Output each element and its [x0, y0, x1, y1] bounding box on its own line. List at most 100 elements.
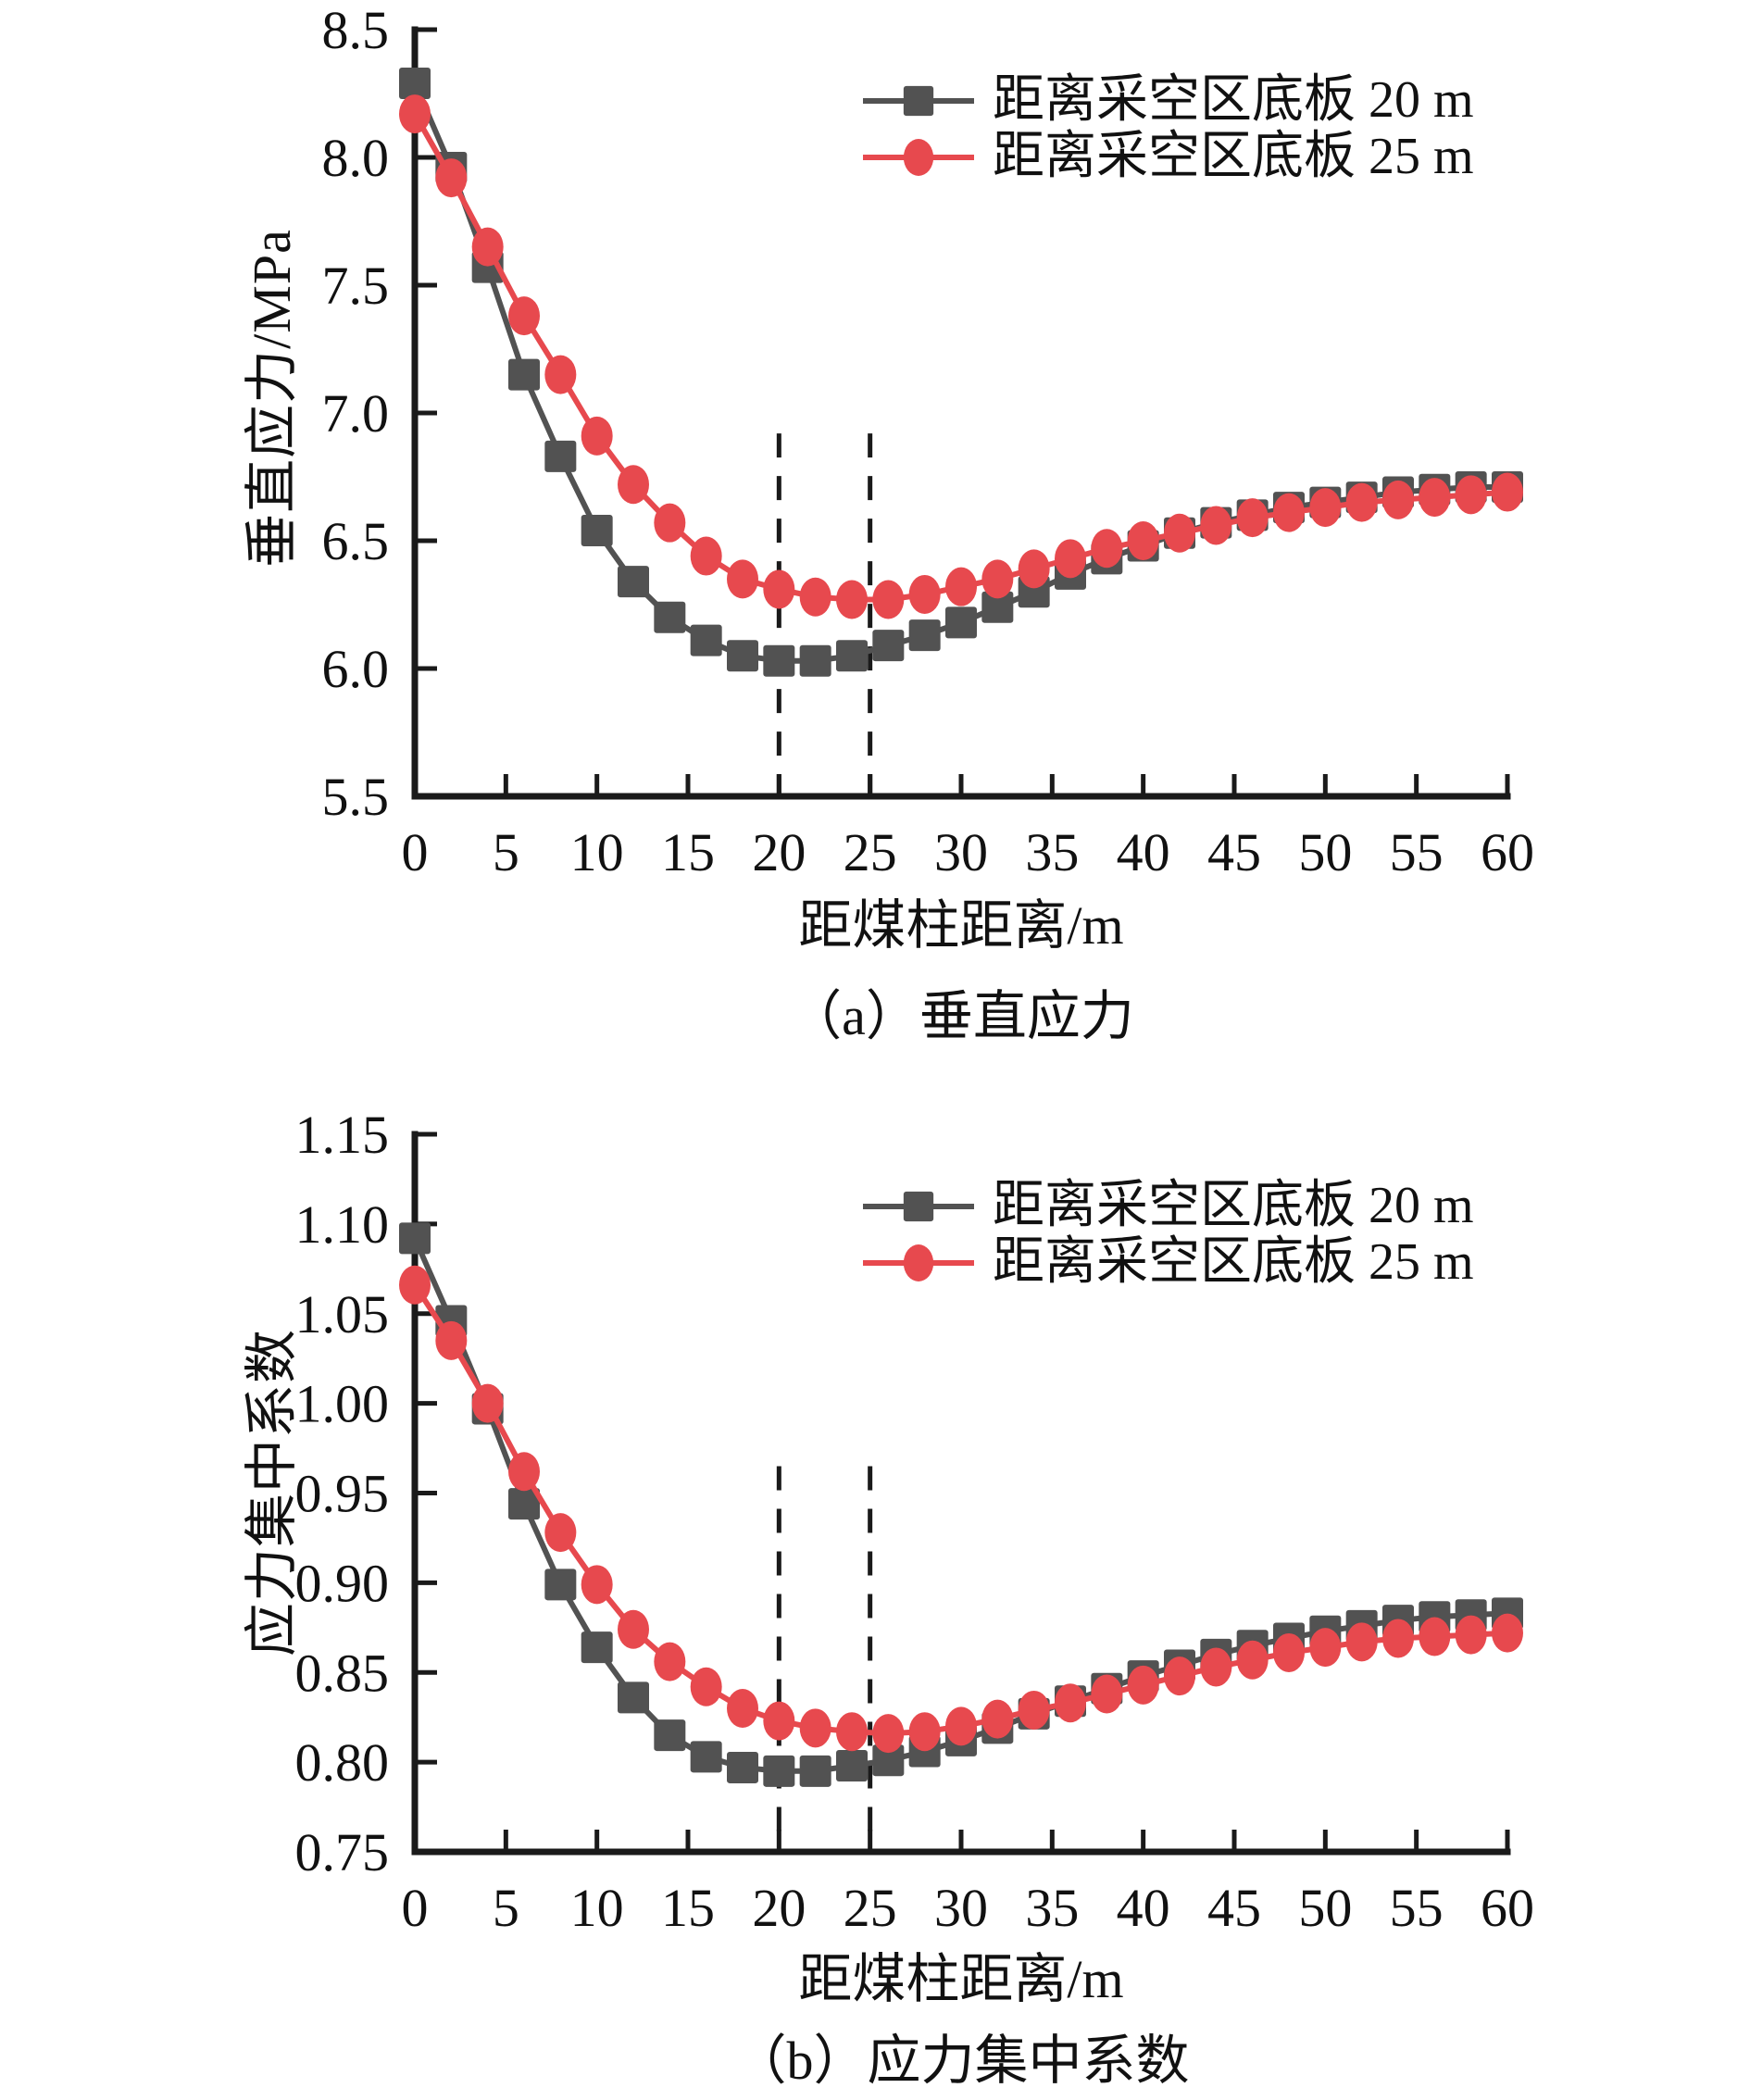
circle-marker — [872, 580, 905, 619]
y-tick-label: 0.95 — [295, 1464, 390, 1524]
circle-marker — [1164, 513, 1195, 553]
square-marker — [581, 514, 613, 546]
circle-marker — [618, 1609, 649, 1649]
chart-b-y-axis-title: 应力集中系数 — [242, 1328, 302, 1657]
circle-marker — [508, 296, 540, 336]
x-tick-label: 30 — [934, 1878, 988, 1938]
circle-marker — [1236, 1640, 1269, 1680]
circle-marker — [544, 355, 577, 394]
square-marker — [399, 67, 431, 99]
chart-b-x-ticks: 0 5 10 15 20 25 30 35 40 45 50 55 60 — [402, 1830, 1534, 1938]
x-tick-label: 10 — [570, 822, 624, 882]
square-marker — [763, 644, 795, 677]
square-marker — [799, 1755, 831, 1787]
y-tick-label: 7.5 — [322, 256, 390, 316]
x-tick-label: 20 — [752, 822, 806, 882]
circle-marker-icon — [863, 1244, 974, 1281]
circle-marker — [471, 227, 504, 267]
circle-marker — [1055, 1683, 1086, 1723]
circle-marker — [1091, 1674, 1123, 1714]
x-tick-label: 50 — [1298, 822, 1352, 882]
square-marker — [763, 1755, 795, 1787]
circle-marker — [1309, 488, 1342, 528]
circle-marker — [1419, 1617, 1451, 1656]
chart-a-x-ticks: 0 5 10 15 20 25 30 35 40 45 50 55 60 — [402, 774, 1534, 882]
y-tick-label: 0.75 — [295, 1822, 390, 1882]
circle-marker — [836, 1712, 868, 1752]
circle-marker — [1345, 1622, 1378, 1662]
circle-marker — [1382, 480, 1414, 519]
x-tick-label: 35 — [1025, 1878, 1079, 1938]
square-marker-icon — [863, 85, 974, 116]
y-tick-label: 8.5 — [322, 0, 390, 60]
circle-marker — [581, 1565, 613, 1605]
y-tick-label: 1.10 — [295, 1194, 390, 1255]
y-tick-label: 1.00 — [295, 1374, 390, 1434]
chart-a-series-1-line — [412, 112, 1508, 603]
x-tick-label: 60 — [1481, 1878, 1534, 1938]
y-tick-label: 6.5 — [322, 511, 390, 571]
chart-b-legend-item-20m: 距离采空区底板 20 m — [863, 1180, 1474, 1232]
square-marker — [581, 1631, 613, 1664]
x-tick-label: 0 — [402, 822, 429, 882]
chart-a: 0 5 10 15 20 25 30 35 40 45 50 55 60 5.5 6.0 6.5 7.0 7.5 8… — [322, 0, 1535, 882]
circle-marker — [1200, 1647, 1232, 1687]
chart-b-y-ticks: 0.75 0.80 0.85 0.90 0.95 1.00 1.05 1.10 1.15 — [295, 1105, 437, 1882]
circle-marker — [654, 503, 686, 543]
y-tick-label: 8.0 — [322, 128, 390, 188]
circle-marker — [908, 574, 941, 614]
circle-marker — [1273, 493, 1305, 532]
chart-a-legend-label-25m: 距离采空区底板 25 m — [993, 128, 1474, 185]
circle-marker — [1127, 521, 1159, 560]
circle-marker — [1273, 1632, 1305, 1672]
circle-marker — [908, 1712, 941, 1752]
circle-marker — [763, 569, 795, 609]
y-tick-label: 1.15 — [295, 1105, 390, 1165]
circle-marker — [1309, 1628, 1342, 1668]
square-marker — [654, 1719, 686, 1752]
circle-marker — [903, 1244, 934, 1281]
square-marker — [872, 630, 905, 662]
chart-b-legend-label-20m: 距离采空区底板 20 m — [993, 1177, 1474, 1234]
square-marker — [903, 1191, 934, 1221]
x-tick-label: 0 — [402, 1878, 429, 1938]
square-marker — [981, 591, 1014, 623]
chart-a-x-axis-title: 距煤柱距离/m — [798, 895, 1124, 956]
square-marker — [508, 358, 540, 391]
circle-marker — [836, 580, 868, 619]
chart-a-legend-item-20m: 距离采空区底板 20 m — [863, 74, 1474, 127]
circle-marker — [945, 1706, 977, 1746]
x-tick-label: 35 — [1025, 822, 1079, 882]
circle-marker — [799, 577, 831, 617]
x-tick-label: 55 — [1390, 1878, 1444, 1938]
chart-a-legend-item-25m: 距离采空区底板 25 m — [863, 131, 1474, 183]
x-tick-label: 15 — [661, 1878, 715, 1938]
y-tick-label: 7.0 — [322, 383, 390, 444]
chart-a-series-1-markers — [399, 94, 1523, 619]
square-marker — [654, 601, 686, 633]
x-tick-label: 15 — [661, 822, 715, 882]
circle-marker — [508, 1452, 540, 1492]
circle-marker — [903, 138, 934, 176]
x-tick-label: 25 — [844, 822, 897, 882]
circle-marker — [471, 1383, 504, 1423]
circle-marker — [399, 94, 431, 134]
chart-a-y-axis-title: 垂直应力/MPa — [242, 229, 302, 568]
circle-marker — [1018, 1690, 1050, 1730]
circle-marker — [690, 536, 722, 576]
square-marker — [508, 1488, 540, 1520]
y-tick-label: 6.0 — [322, 639, 390, 699]
circle-marker — [1091, 529, 1123, 569]
circle-marker — [435, 1320, 468, 1360]
chart-b-legend-label-25m: 距离采空区底板 25 m — [993, 1233, 1474, 1291]
x-tick-label: 25 — [844, 1878, 897, 1938]
circle-marker — [1455, 1615, 1487, 1655]
chart-b-series-1-line — [412, 1283, 1508, 1737]
chart-b-series-0-markers — [399, 1222, 1523, 1787]
x-tick-label: 40 — [1117, 822, 1170, 882]
y-tick-label: 1.05 — [295, 1284, 390, 1344]
x-tick-label: 10 — [570, 1878, 624, 1938]
y-tick-label: 0.90 — [295, 1553, 390, 1613]
